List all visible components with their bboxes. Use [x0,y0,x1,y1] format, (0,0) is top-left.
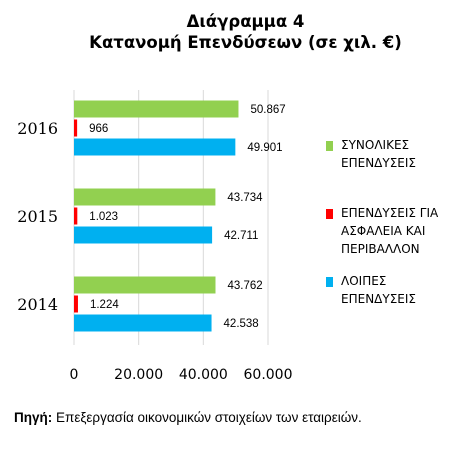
x-tick-label: 20.000 [114,367,163,383]
data-label: 1.023 [89,211,118,223]
data-label: 42.538 [224,318,259,330]
bar [74,295,78,313]
legend-item: ΛΟΙΠΕΣ ΕΠΕΝΔΥΣΕΙΣ [326,272,461,308]
data-label: 42.711 [224,230,258,242]
source-text: Επεξεργασία οικονομικών στοιχείων των ετ… [52,410,362,425]
source-note: Πηγή: Επεξεργασία οικονομικών στοιχείων … [14,410,362,425]
data-label: 50.867 [250,104,285,116]
category-label: 2015 [17,207,58,226]
bar [74,314,212,332]
data-label: 1.224 [90,299,119,311]
legend-swatch [326,277,333,287]
category-label: 2014 [17,295,58,314]
x-tick-label: 0 [70,367,79,383]
chart-subtitle: Κατανομή Επενδύσεων (σε χιλ. €) [89,33,402,52]
bar [74,138,236,156]
bar [74,100,239,118]
legend-item: ΣΥΝΟΛΙΚΕΣ ΕΠΕΝΔΥΣΕΙΣ [326,136,461,172]
bar [74,119,78,137]
bar-chart: 0 20.000 40.000 60.000 2016 50.867 966 49.901 20… [17,90,293,383]
bar [74,207,78,225]
legend-label: ΣΥΝΟΛΙΚΕΣ ΕΠΕΝΔΥΣΕΙΣ [341,138,416,170]
x-tick-label: 40.000 [179,367,228,383]
legend-label: ΛΟΙΠΕΣ ΕΠΕΝΔΥΣΕΙΣ [341,274,416,306]
data-label: 49.901 [247,142,282,154]
data-label: 966 [89,123,108,135]
source-label: Πηγή: [14,410,53,425]
data-label: 43.762 [227,280,262,292]
legend-item: ΕΠΕΝΔΥΣΕΙΣ ΓΙΑ ΑΣΦΑΛΕΙΑ ΚΑΙ ΠΕΡΙΒΑΛΛΟΝ [326,204,461,258]
data-label: 43.734 [227,192,263,204]
legend-swatch [326,209,333,219]
x-tick-label: 60.000 [244,367,293,383]
bar [74,276,216,294]
bar [74,188,216,206]
bar [74,226,213,244]
category-label: 2016 [17,119,58,138]
legend-label: ΕΠΕΝΔΥΣΕΙΣ ΓΙΑ ΑΣΦΑΛΕΙΑ ΚΑΙ ΠΕΡΙΒΑΛΛΟΝ [341,206,439,256]
legend-swatch [326,141,333,151]
chart-title: Διάγραμμα 4 [186,12,305,31]
